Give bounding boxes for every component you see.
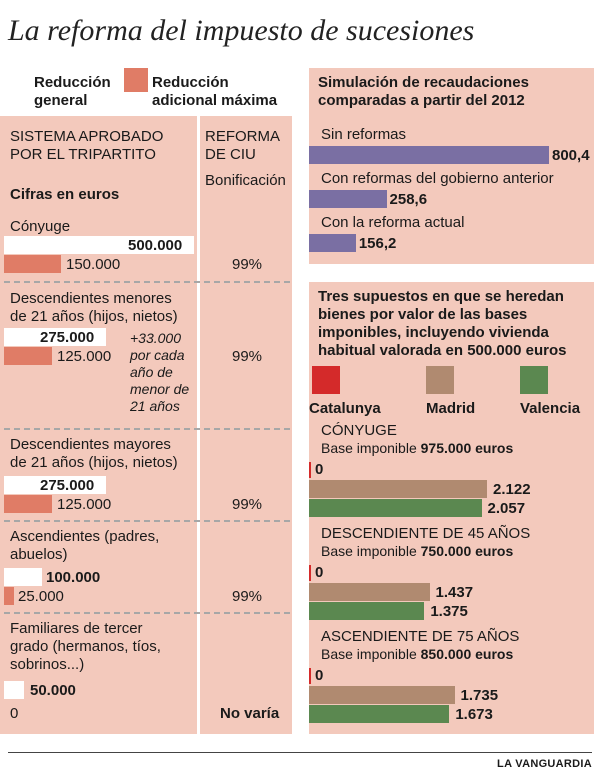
base-label: Base imponible bbox=[321, 543, 421, 559]
legend-catalunya-label: Catalunya bbox=[309, 400, 381, 417]
column-divider bbox=[197, 116, 200, 734]
max-value: 125.000 bbox=[57, 496, 112, 513]
general-bar bbox=[4, 476, 106, 494]
data-label: 1.673 bbox=[455, 706, 493, 723]
data-label: 156,2 bbox=[358, 235, 397, 252]
category-label: Sin reformas bbox=[321, 126, 407, 143]
max-value: 25.000 bbox=[18, 588, 64, 605]
data-label: 0 bbox=[315, 461, 324, 478]
category-label: Con la reforma actual bbox=[321, 214, 465, 231]
group-title: CÓNYUGE bbox=[321, 422, 397, 439]
max-bar bbox=[4, 495, 52, 513]
legend-general-label: Reducción general bbox=[34, 74, 111, 109]
general-bar bbox=[4, 681, 24, 699]
ciu-header: REFORMA DE CIU bbox=[205, 128, 280, 163]
data-label: 800,4 bbox=[552, 147, 590, 164]
row-divider bbox=[4, 612, 290, 614]
legend-valencia-swatch bbox=[520, 366, 548, 394]
data-label: 1.375 bbox=[430, 603, 468, 620]
general-value: 50.000 bbox=[30, 682, 76, 699]
base-label: Base imponible bbox=[321, 646, 421, 662]
bar-catalunya bbox=[309, 565, 311, 581]
max-value: 125.000 bbox=[57, 348, 112, 365]
revenue-bar bbox=[309, 190, 387, 208]
max-bar bbox=[4, 255, 61, 273]
row-label: Descendientes mayores de 21 años (hijos, … bbox=[10, 436, 178, 471]
bar-valencia bbox=[309, 499, 482, 517]
bonus-value: No varía bbox=[220, 705, 280, 722]
group-base: Base imponible 975.000 euros bbox=[321, 440, 513, 457]
bonus-value: 99% bbox=[232, 496, 263, 513]
general-bar bbox=[4, 328, 106, 346]
base-label: Base imponible bbox=[321, 440, 421, 456]
legend-valencia-label: Valencia bbox=[520, 400, 581, 417]
revenue-bar bbox=[309, 146, 549, 164]
row-divider bbox=[4, 281, 290, 283]
max-bar bbox=[4, 587, 14, 605]
category-label: Con reformas del gobierno anterior bbox=[321, 170, 554, 187]
legend-max-swatch bbox=[124, 68, 148, 92]
inheritance-chart: CÓNYUGE Base imponible 975.000 euros 0 2.12… bbox=[309, 420, 594, 734]
row-label: Ascendientes (padres, abuelos) bbox=[10, 528, 160, 563]
data-label: 2.057 bbox=[487, 500, 526, 517]
general-value: 100.000 bbox=[46, 569, 101, 586]
revenue-chart: Sin reformas 800,4 Con reformas del gobier… bbox=[309, 124, 594, 264]
revenue-bar bbox=[309, 234, 356, 252]
row-label: Familiares de tercer grado (hermanos, tío… bbox=[10, 620, 161, 673]
revenue-panel bbox=[309, 68, 594, 264]
bar-madrid bbox=[309, 480, 487, 498]
legend-max-label: Reducción adicional máxima bbox=[152, 74, 278, 109]
general-value: 275.000 bbox=[40, 329, 95, 346]
general-bar bbox=[4, 236, 194, 254]
legend-madrid-swatch bbox=[426, 366, 454, 394]
inheritance-chart-title: Tres supuestos en que se heredan bienes p… bbox=[318, 288, 567, 359]
data-label: 1.437 bbox=[435, 584, 474, 601]
bar-madrid bbox=[309, 686, 455, 704]
bar-catalunya bbox=[309, 668, 311, 684]
revenue-chart-title: Simulación de recaudaciones comparadas a … bbox=[318, 74, 529, 109]
units-label: Cifras en euros bbox=[10, 186, 120, 203]
left-panel bbox=[0, 116, 292, 734]
data-label: 0 bbox=[315, 564, 324, 581]
legend-madrid-label: Madrid bbox=[426, 400, 476, 417]
row-label: Descendientes menores de 21 años (hijos, … bbox=[10, 290, 178, 325]
data-label: 258,6 bbox=[389, 191, 428, 208]
base-value: 850.000 euros bbox=[420, 646, 514, 662]
group-base: Base imponible 850.000 euros bbox=[321, 646, 513, 663]
max-value: 0 bbox=[10, 705, 19, 722]
data-label: 0 bbox=[315, 667, 324, 684]
bar-valencia bbox=[309, 705, 450, 723]
base-value: 975.000 euros bbox=[420, 440, 514, 456]
bonus-header: Bonificación bbox=[205, 172, 286, 189]
row-label: Cónyuge bbox=[10, 218, 71, 235]
group-title: ASCENDIENTE DE 75 AÑOS bbox=[321, 628, 520, 645]
general-value: 500.000 bbox=[128, 237, 183, 254]
max-bar bbox=[4, 347, 52, 365]
row-divider bbox=[4, 428, 290, 430]
legend-general-swatch bbox=[8, 68, 32, 92]
bar-madrid bbox=[309, 583, 430, 601]
data-label: 1.735 bbox=[460, 687, 499, 704]
footer-rule bbox=[8, 752, 592, 753]
group-title: DESCENDIENTE DE 45 AÑOS bbox=[321, 525, 531, 542]
general-bar bbox=[4, 568, 42, 586]
group-base: Base imponible 750.000 euros bbox=[321, 543, 513, 560]
legend-catalunya-swatch bbox=[312, 366, 340, 394]
bar-catalunya bbox=[309, 462, 311, 478]
row-divider bbox=[4, 520, 290, 522]
data-label: 2.122 bbox=[493, 481, 531, 498]
base-value: 750.000 euros bbox=[420, 543, 514, 559]
bonus-value: 99% bbox=[232, 588, 263, 605]
page-title: La reforma del impuesto de sucesiones bbox=[8, 14, 475, 47]
general-value: 275.000 bbox=[40, 477, 95, 494]
system-header: SISTEMA APROBADO POR EL TRIPARTITO bbox=[10, 128, 164, 163]
bonus-value: 99% bbox=[232, 348, 263, 365]
bar-valencia bbox=[309, 602, 425, 620]
bonus-value: 99% bbox=[232, 256, 263, 273]
row-note: +33.000 por cada año de menor de 21 años bbox=[130, 330, 190, 414]
footer-credit: LA VANGUARDIA bbox=[497, 758, 592, 770]
max-value: 150.000 bbox=[66, 256, 121, 273]
